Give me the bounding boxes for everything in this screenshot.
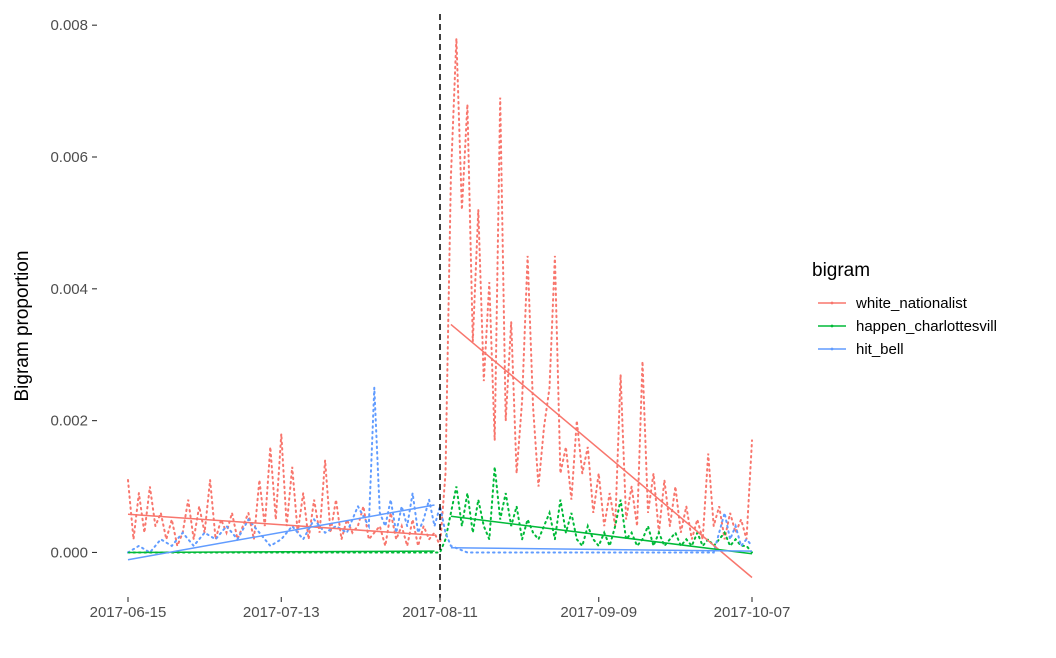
trend-line-before-happen_charlottesvill [127, 550, 435, 554]
series-daily-line-hit_bell [127, 387, 753, 554]
legend-item: happen_charlottesvill [818, 318, 997, 335]
legend-item: white_nationalist [818, 295, 968, 312]
y-axis-title: Bigram proportion [12, 250, 33, 401]
y-tick-label: 0.008 [50, 17, 88, 34]
legend-item: hit_bell [818, 341, 904, 358]
legend-title: bigram [812, 260, 870, 281]
y-tick-label: 0.004 [50, 281, 88, 298]
x-tick-label: 2017-07-13 [243, 604, 320, 621]
legend-key-dot [830, 301, 834, 305]
series-daily-line-happen_charlottesvill [127, 466, 753, 554]
legend-label: happen_charlottesvill [856, 318, 997, 335]
legend-label: white_nationalist [855, 295, 968, 312]
y-tick-label: 0.002 [50, 413, 88, 430]
trend-line-after-happen_charlottesvill [450, 515, 753, 555]
legend-key-dot [830, 347, 834, 351]
y-axis: 0.000 0.002 0.004 0.006 0.008 [50, 17, 97, 561]
trend-line-after-hit_bell [450, 547, 753, 552]
legend: bigram white_nationalist happen_charlotte… [812, 260, 997, 358]
x-tick-label: 2017-09-09 [560, 604, 637, 621]
x-tick-label: 2017-06-15 [90, 604, 167, 621]
y-tick-label: 0.006 [50, 149, 88, 166]
x-tick-label: 2017-08-11 [402, 604, 478, 621]
y-tick-label: 0.000 [50, 544, 88, 561]
trend-line-after-white_nationalist [450, 323, 753, 579]
trend-line-before-white_nationalist [127, 513, 435, 537]
trend-line-before-hit_bell [127, 504, 435, 561]
plot-area [127, 14, 753, 598]
x-axis: 2017-06-15 2017-07-13 2017-08-11 2017-09-09… [90, 597, 791, 621]
legend-key-dot [830, 324, 834, 328]
x-tick-label: 2017-10-07 [714, 604, 791, 621]
legend-label: hit_bell [856, 341, 904, 358]
